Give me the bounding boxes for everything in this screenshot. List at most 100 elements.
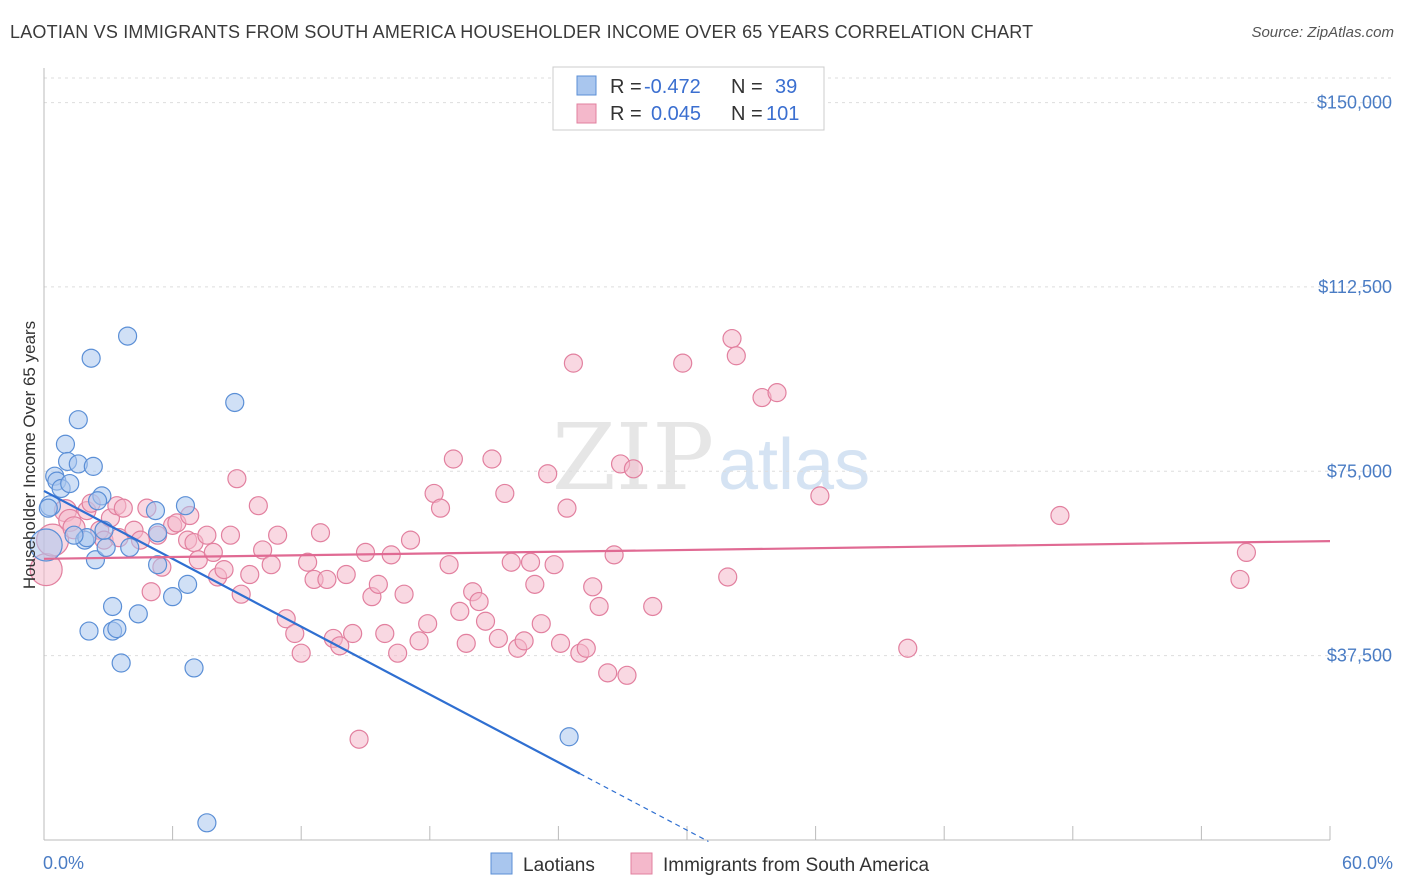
legend-r-label-1: R = xyxy=(610,76,642,98)
watermark-atlas: atlas xyxy=(718,425,870,505)
laotian-point xyxy=(102,596,123,617)
south-america-point xyxy=(598,663,618,683)
south-america-point xyxy=(898,638,918,658)
south-america-point xyxy=(291,643,311,663)
south-america-point xyxy=(248,496,268,516)
correlation-legend: R = -0.472 N = 39 R = 0.045 N = 101 xyxy=(552,66,825,131)
legend-n-value-2: 101 xyxy=(766,103,799,125)
south-america-point xyxy=(726,346,746,366)
south-america-point xyxy=(298,552,318,572)
south-america-point xyxy=(501,552,521,572)
laotian-point xyxy=(163,587,183,607)
south-america-point xyxy=(520,552,541,572)
legend-n-label-1: N = xyxy=(731,76,763,98)
south-america-point xyxy=(1050,505,1070,526)
laotian-point xyxy=(197,813,217,833)
south-america-point xyxy=(310,523,331,543)
south-america-point xyxy=(227,469,247,489)
laotian-points xyxy=(29,326,579,833)
south-america-point xyxy=(514,631,534,651)
south-america-point xyxy=(261,555,281,575)
laotian-point xyxy=(64,525,84,545)
laotian-point xyxy=(120,537,140,558)
south-america-point xyxy=(576,638,596,658)
laotian-point xyxy=(111,653,131,673)
south-america-point xyxy=(268,525,288,545)
x-tick-label-max: 60.0% xyxy=(1342,853,1393,873)
source-label: Source: ZipAtlas.com xyxy=(1251,24,1394,41)
south-america-point xyxy=(113,498,133,518)
south-america-point xyxy=(617,665,637,685)
south-america-point xyxy=(531,614,551,634)
south-america-trend-line xyxy=(43,539,1331,560)
south-america-point xyxy=(563,353,584,373)
south-america-point xyxy=(317,569,337,590)
south-america-point xyxy=(550,633,571,653)
south-america-point xyxy=(409,631,429,651)
laotian-point xyxy=(184,658,204,678)
y-tick-label: $75,000 xyxy=(1327,461,1392,481)
south-america-point xyxy=(488,628,508,649)
chart-title: LAOTIAN VS IMMIGRANTS FROM SOUTH AMERICA… xyxy=(10,22,1034,42)
south-america-point xyxy=(443,449,463,469)
legend-n-value-1: 39 xyxy=(775,76,797,98)
south-america-point xyxy=(495,483,515,504)
south-america-point xyxy=(589,596,609,617)
south-america-point xyxy=(557,498,577,518)
y-tick-label: $112,500 xyxy=(1318,277,1392,297)
x-tick-label-min: 0.0% xyxy=(43,853,84,873)
laotian-trend-extension xyxy=(579,773,709,843)
south-america-point xyxy=(544,555,564,575)
south-america-point xyxy=(1236,542,1257,563)
south-america-point xyxy=(349,729,369,749)
south-america-point xyxy=(604,545,624,565)
south-america-point xyxy=(141,582,161,602)
legend-n-label-2: N = xyxy=(731,103,763,125)
south-america-point xyxy=(439,555,459,575)
laotian-point xyxy=(87,491,108,511)
south-america-point xyxy=(240,564,260,585)
series-legend: Laotians Immigrants from South America xyxy=(490,852,930,876)
laotian-point xyxy=(83,456,103,476)
south-america-point xyxy=(343,623,363,644)
south-america-point xyxy=(368,574,388,594)
y-tick-label: $150,000 xyxy=(1317,93,1392,113)
laotian-point xyxy=(107,619,127,639)
south-america-point xyxy=(220,525,241,545)
legend-swatch-laotians xyxy=(576,75,597,96)
laotian-point xyxy=(29,528,63,562)
y-tick-label: $37,500 xyxy=(1327,646,1392,666)
south-america-point xyxy=(1230,569,1250,590)
south-america-point xyxy=(203,542,223,563)
laotian-point xyxy=(559,727,579,747)
south-america-point xyxy=(430,498,451,518)
laotian-point xyxy=(85,550,106,570)
laotian-point xyxy=(147,523,168,543)
south-america-point xyxy=(767,383,787,403)
south-america-point xyxy=(643,596,663,617)
laotian-point xyxy=(175,496,196,516)
south-america-point xyxy=(718,567,738,587)
laotian-point xyxy=(38,498,58,518)
south-america-point xyxy=(394,584,414,604)
legend-r-label-2: R = xyxy=(610,103,642,125)
south-america-points xyxy=(29,328,1257,749)
south-america-point xyxy=(583,577,603,597)
bottom-legend-swatch-laotians xyxy=(490,852,513,875)
south-america-point xyxy=(456,633,476,653)
legend-swatch-south-america xyxy=(576,103,597,124)
south-america-point xyxy=(525,574,545,594)
bottom-legend-swatch-south-america xyxy=(630,852,653,875)
south-america-point xyxy=(722,328,742,349)
legend-box xyxy=(552,66,825,131)
south-america-point xyxy=(400,530,421,550)
laotian-point xyxy=(117,326,138,346)
south-america-point xyxy=(285,623,305,644)
watermark-zip: ZIP xyxy=(552,404,714,511)
legend-r-value-1: -0.472 xyxy=(644,76,701,98)
south-america-point xyxy=(214,560,234,580)
bottom-legend-laotians: Laotians xyxy=(523,855,595,876)
south-america-point xyxy=(538,464,558,484)
laotian-point xyxy=(225,392,245,413)
